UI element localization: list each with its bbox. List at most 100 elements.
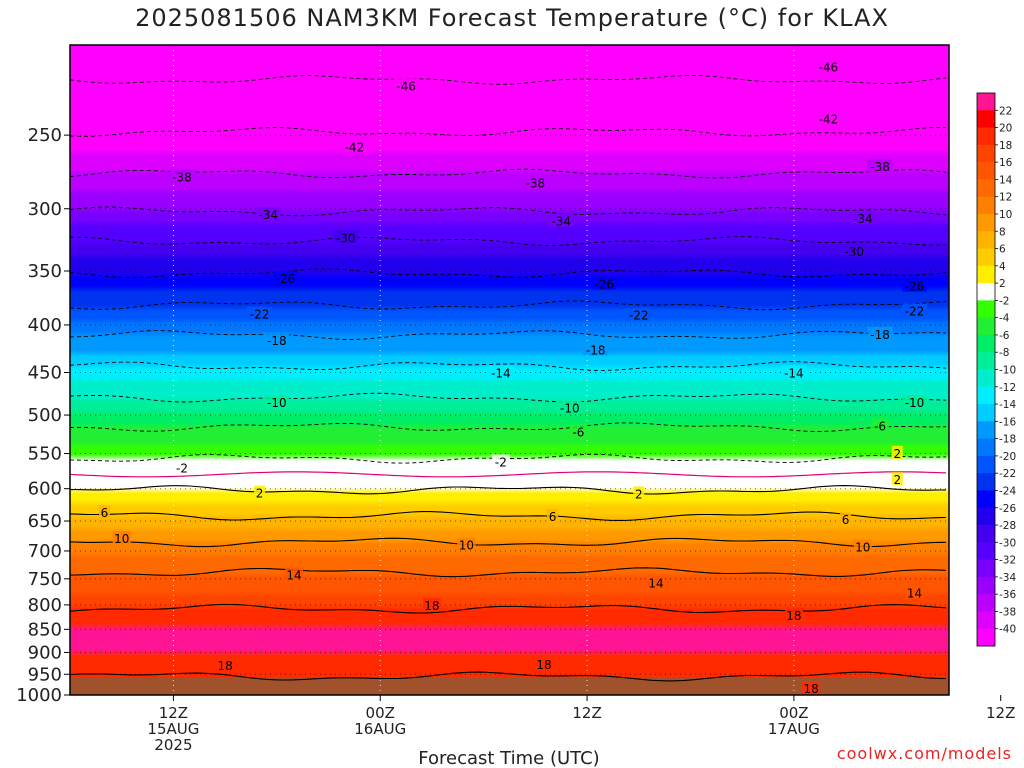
legend-label: -32 — [999, 555, 1016, 567]
contour-label: 2 — [893, 473, 901, 487]
contour-label-bg — [534, 656, 553, 670]
legend-label: -16 — [999, 416, 1016, 428]
legend-swatch — [977, 611, 995, 630]
contour-label: -14 — [784, 367, 804, 381]
contour-label: -38 — [526, 176, 546, 190]
contour-label: -10 — [560, 402, 580, 416]
legend-swatch — [977, 110, 995, 128]
x-tick-label: 2025 — [154, 736, 192, 754]
contour-label: 14 — [286, 568, 301, 582]
contour-label: -34 — [853, 212, 873, 226]
contour-label-bg — [583, 342, 609, 356]
contour-label: -10 — [905, 396, 925, 410]
isotherm-line — [70, 537, 947, 548]
contour-label: -18 — [267, 334, 287, 348]
legend-label: -28 — [999, 520, 1016, 532]
contour-label-bg — [784, 607, 803, 621]
legend-label: -26 — [999, 503, 1016, 515]
contour-label: -34 — [258, 208, 278, 222]
x-tick-label: 12Z — [572, 704, 601, 722]
contour-label-bg — [626, 307, 652, 321]
contour-label: 6 — [101, 506, 109, 520]
legend-label: -22 — [999, 468, 1016, 480]
contour-label: 2 — [893, 447, 901, 461]
contour-label: -26 — [594, 278, 614, 292]
contour-label-bg — [569, 424, 588, 438]
isotherm-contours — [70, 75, 947, 682]
y-tick-label: 300 — [28, 199, 62, 220]
legend-label: 18 — [999, 140, 1012, 152]
isotherm-line — [70, 511, 947, 521]
contour-label: -14 — [491, 367, 511, 381]
legend-label: -20 — [999, 451, 1016, 463]
legend-swatch — [977, 438, 995, 457]
contour-label-bg — [591, 276, 617, 290]
legend-label: -12 — [999, 382, 1016, 394]
contour-label: -42 — [345, 140, 365, 154]
legend-label: -40 — [999, 624, 1016, 636]
color-legend: 22 20 18 16 14 12 10 8 6 4 2 -2 -4 -6 -8 -10 -12 -14 -16 -1… — [976, 92, 1016, 647]
contour-label: 18 — [786, 609, 801, 623]
contour-label-bg — [547, 509, 559, 523]
legend-swatch — [977, 404, 995, 422]
legend-label: 22 — [999, 105, 1012, 117]
contour-label-bg — [891, 472, 903, 486]
legend-swatch — [977, 317, 995, 336]
contour-label-bg — [255, 207, 281, 221]
legend-swatch — [977, 369, 995, 388]
contour-label: 10 — [459, 539, 474, 553]
contour-label: -2 — [495, 456, 507, 470]
isotherm-line — [70, 206, 947, 217]
legend-swatch — [977, 213, 995, 232]
contour-label: 10 — [855, 540, 870, 554]
y-tick-label: 650 — [28, 511, 62, 532]
isotherm-line — [70, 567, 947, 578]
contour-label-bg — [871, 418, 890, 432]
isotherm-line — [70, 453, 947, 464]
legend-label: -18 — [999, 434, 1016, 446]
legend-swatch — [977, 576, 995, 595]
contour-label: 14 — [648, 577, 663, 591]
contour-label-bg — [491, 454, 510, 468]
contour-label-bg — [850, 211, 876, 225]
contour-label-bg — [867, 326, 893, 340]
isotherm-line — [70, 75, 947, 85]
y-tick-label: 950 — [28, 664, 62, 685]
legend-swatch — [977, 473, 995, 491]
legend-swatch — [977, 507, 995, 526]
isotherm-line — [70, 236, 947, 246]
contour-label: -38 — [172, 171, 192, 185]
isotherm-line — [70, 392, 947, 403]
y-tick-label: 1000 — [16, 685, 62, 706]
contour-label: 18 — [424, 599, 439, 613]
freezing-line — [70, 471, 947, 478]
legend-swatch — [977, 162, 995, 180]
contour-label-bg — [815, 111, 841, 125]
y-tick-label: 600 — [28, 479, 62, 500]
contour-label: -22 — [905, 305, 925, 319]
isotherm-line — [70, 671, 947, 682]
y-tick-label: 350 — [28, 261, 62, 282]
legend-swatch — [977, 248, 995, 267]
contour-label: -34 — [551, 215, 571, 229]
contour-label-bg — [254, 485, 266, 499]
legend-label: 20 — [999, 123, 1012, 135]
y-tick-label: 550 — [28, 444, 62, 465]
contour-label-bg — [902, 303, 928, 317]
contour-label: -46 — [819, 61, 839, 75]
contour-label: -26 — [905, 280, 925, 294]
contour-label: 14 — [907, 587, 922, 601]
contour-label-bg — [802, 681, 821, 695]
legend-label: -14 — [999, 399, 1016, 411]
legend-label: 10 — [999, 209, 1012, 221]
legend-label: 2 — [999, 278, 1006, 290]
y-tick-label: 700 — [28, 541, 62, 562]
legend-swatch — [977, 93, 995, 111]
y-tick-label: 450 — [28, 363, 62, 384]
x-tick-label: 00Z — [779, 704, 808, 722]
x-axis-label: Forecast Time (UTC) — [418, 748, 599, 768]
contour-label-bg — [264, 332, 290, 346]
contour-label-bg — [557, 400, 583, 414]
contour-label-bg — [457, 537, 476, 551]
